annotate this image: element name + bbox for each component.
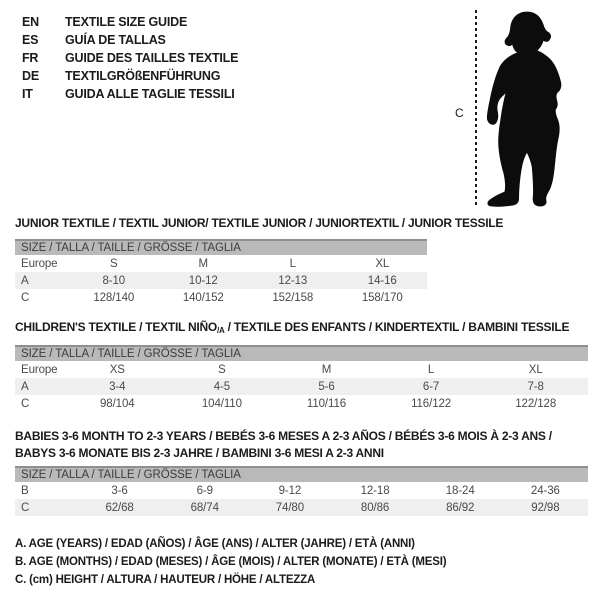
table-row: B 3-6 6-9 9-12 12-18 18-24 24-36 xyxy=(15,482,588,499)
children-section-title: CHILDREN'S TEXTILE / TEXTIL NIÑO/A / TEX… xyxy=(15,320,569,335)
table-cell: L xyxy=(289,257,296,270)
size-header-cell: SIZE / TALLA / TAILLE / GRÖSSE / TAGLIA xyxy=(15,345,588,361)
table-cell: 110/116 xyxy=(306,397,347,410)
size-header-row: SIZE / TALLA / TAILLE / GRÖSSE / TAGLIA xyxy=(15,466,588,482)
table-cell: 80/86 xyxy=(332,499,418,516)
row-label-cell: A xyxy=(15,272,69,289)
table-row: Europe XS S M L XL xyxy=(15,361,588,378)
table-cell: 62/68 xyxy=(77,499,163,516)
table-cell: 74/80 xyxy=(247,499,333,516)
language-code: EN xyxy=(22,15,39,29)
table-row: C 128/140 140/152 152/158 158/170 xyxy=(15,289,427,306)
height-measure-label: C xyxy=(455,106,464,120)
row-label-cell: C xyxy=(21,397,30,410)
footnotes: A. AGE (YEARS) / EDAD (AÑOS) / ÂGE (ANS)… xyxy=(15,538,447,592)
table-cell: 4-5 xyxy=(169,378,275,395)
table-cell: 92/98 xyxy=(502,499,588,516)
row-label-cell: Europe xyxy=(21,363,58,376)
table-cell: 68/74 xyxy=(162,499,248,516)
row-label-cell: C xyxy=(21,291,30,304)
table-cell: 10-12 xyxy=(158,272,248,289)
language-row: EN TEXTILE SIZE GUIDE xyxy=(22,13,238,31)
table-cell: L xyxy=(427,363,435,376)
row-label-cell: Europe xyxy=(21,257,58,270)
table-row: A 3-4 4-5 5-6 6-7 7-8 xyxy=(15,378,588,395)
table-cell: 128/140 xyxy=(93,291,135,304)
table-row: A 8-10 10-12 12-13 14-16 xyxy=(15,272,427,289)
size-header-cell: SIZE / TALLA / TAILLE / GRÖSSE / TAGLIA xyxy=(15,239,427,255)
table-cell: 18-24 xyxy=(445,484,475,497)
language-row: IT GUIDA ALLE TAGLIE TESSILI xyxy=(22,85,238,103)
language-title: TEXTILE SIZE GUIDE xyxy=(65,15,188,29)
table-cell: 3-6 xyxy=(111,484,128,497)
language-title: TEXTILGRÖßENFÜHRUNG xyxy=(65,69,221,83)
table-cell: 7-8 xyxy=(483,378,588,395)
table-cell: 98/104 xyxy=(100,397,135,410)
size-header-row: SIZE / TALLA / TAILLE / GRÖSSE / TAGLIA xyxy=(15,239,427,255)
children-title-sub: /A xyxy=(216,326,225,335)
table-cell: 5-6 xyxy=(274,378,379,395)
language-code: DE xyxy=(22,69,39,83)
language-code: FR xyxy=(22,51,39,65)
size-header-row: SIZE / TALLA / TAILLE / GRÖSSE / TAGLIA xyxy=(15,345,588,361)
table-cell: 116/122 xyxy=(411,397,452,410)
junior-size-table: SIZE / TALLA / TAILLE / GRÖSSE / TAGLIA … xyxy=(15,239,427,306)
babies-size-table: SIZE / TALLA / TAILLE / GRÖSSE / TAGLIA … xyxy=(15,466,588,516)
table-cell: 14-16 xyxy=(337,272,427,289)
table-row: C 62/68 68/74 74/80 80/86 86/92 92/98 xyxy=(15,499,588,516)
table-cell: 6-7 xyxy=(378,378,484,395)
table-cell: 122/128 xyxy=(515,397,557,410)
children-size-table: SIZE / TALLA / TAILLE / GRÖSSE / TAGLIA … xyxy=(15,345,588,412)
table-cell: 104/110 xyxy=(201,397,242,410)
language-title-list: EN TEXTILE SIZE GUIDE ES GUÍA DE TALLAS … xyxy=(22,13,238,103)
footnote-b: B. AGE (MONTHS) / EDAD (MESES) / ÂGE (MO… xyxy=(15,556,447,568)
footnote-a: A. AGE (YEARS) / EDAD (AÑOS) / ÂGE (ANS)… xyxy=(15,538,415,550)
language-row: FR GUIDE DES TAILLES TEXTILE xyxy=(22,49,238,67)
babies-title-line1: BABIES 3-6 MONTH TO 2-3 YEARS / BEBÉS 3-… xyxy=(15,429,552,443)
table-cell: XS xyxy=(109,363,125,376)
row-label-cell: C xyxy=(15,499,77,516)
language-row: ES GUÍA DE TALLAS xyxy=(22,31,238,49)
table-cell: S xyxy=(109,257,118,270)
footnote-c: C. (cm) HEIGHT / ALTURA / HAUTEUR / HÖHE… xyxy=(15,574,316,586)
babies-title-line2: BABYS 3-6 MONATE BIS 2-3 JAHRE / BAMBINI… xyxy=(15,446,384,460)
table-cell: 86/92 xyxy=(417,499,503,516)
size-header-cell: SIZE / TALLA / TAILLE / GRÖSSE / TAGLIA xyxy=(15,466,588,482)
language-row: DE TEXTILGRÖßENFÜHRUNG xyxy=(22,67,238,85)
language-code: IT xyxy=(22,87,33,101)
row-label-cell: A xyxy=(15,378,65,395)
table-cell: M xyxy=(198,257,209,270)
language-title: GUIDE DES TAILLES TEXTILE xyxy=(65,51,239,65)
table-cell: 152/158 xyxy=(272,291,314,304)
table-cell: S xyxy=(218,363,226,376)
baby-silhouette-icon xyxy=(486,11,562,207)
table-cell: 24-36 xyxy=(530,484,560,497)
table-cell: XL xyxy=(375,257,390,270)
table-row: Europe S M L XL xyxy=(15,255,427,272)
babies-section-title: BABIES 3-6 MONTH TO 2-3 YEARS / BEBÉS 3-… xyxy=(15,428,552,462)
children-title-part: CHILDREN'S TEXTILE / TEXTIL NIÑO xyxy=(15,320,217,334)
language-title: GUIDA ALLE TAGLIE TESSILI xyxy=(65,87,235,101)
table-cell: XL xyxy=(528,363,543,376)
table-cell: M xyxy=(321,363,332,376)
table-cell: 8-10 xyxy=(69,272,159,289)
junior-section-title: JUNIOR TEXTILE / TEXTIL JUNIOR/ TEXTILE … xyxy=(15,216,504,230)
table-cell: 140/152 xyxy=(182,291,224,304)
language-title: GUÍA DE TALLAS xyxy=(65,33,166,47)
table-cell: 158/170 xyxy=(361,291,403,304)
table-cell: 9-12 xyxy=(278,484,302,497)
table-row: C 98/104 104/110 110/116 116/122 122/128 xyxy=(15,395,588,412)
children-title-part: / TEXTILE DES ENFANTS / KINDERTEXTIL / B… xyxy=(224,320,570,334)
table-cell: 6-9 xyxy=(196,484,213,497)
height-measure-line xyxy=(475,10,477,206)
table-cell: 3-4 xyxy=(65,378,170,395)
table-cell: 12-13 xyxy=(248,272,338,289)
table-cell: 12-18 xyxy=(360,484,390,497)
row-label-cell: B xyxy=(21,484,29,497)
language-code: ES xyxy=(22,33,39,47)
